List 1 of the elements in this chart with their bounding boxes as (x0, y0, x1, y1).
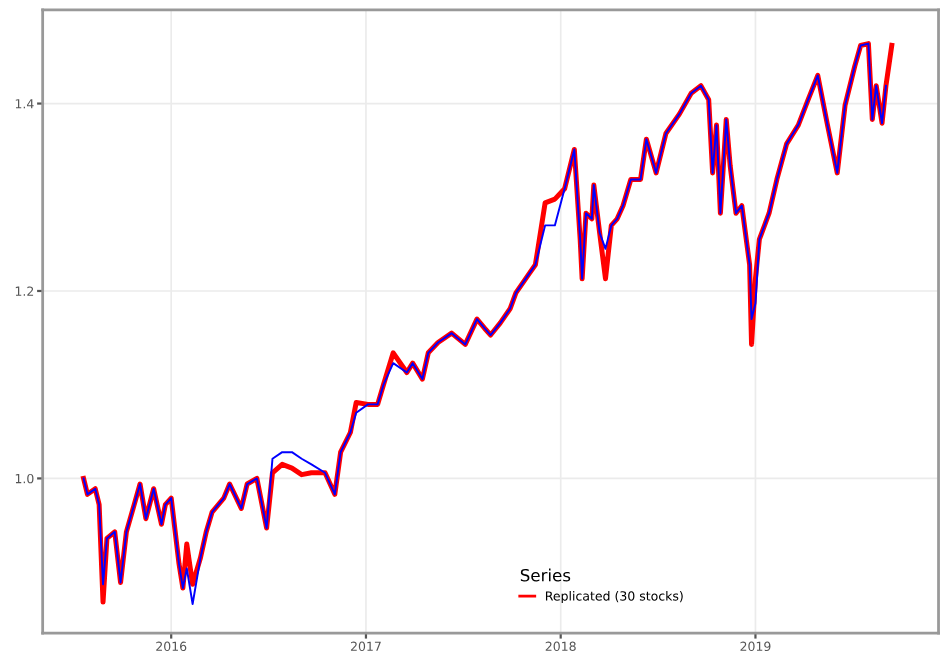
legend-title: Series (520, 568, 571, 582)
